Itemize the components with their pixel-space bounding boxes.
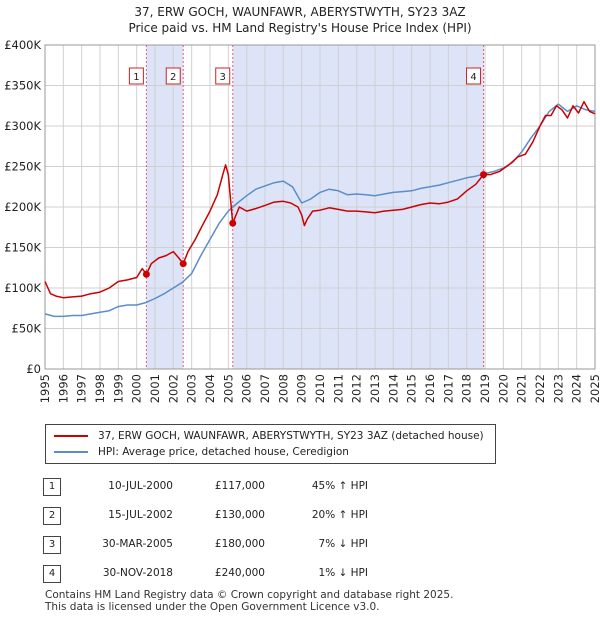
x-tick-label: 1998 xyxy=(93,374,107,403)
sale-marker-box xyxy=(466,67,482,85)
sale-point xyxy=(229,219,237,227)
y-tick-label: £350K xyxy=(4,79,41,93)
x-tick-label: 1996 xyxy=(56,374,70,403)
x-tick-label: 2021 xyxy=(515,374,529,403)
sale-price: £180,000 xyxy=(214,538,265,550)
legend-label-hpi: HPI: Average price, detached house, Cere… xyxy=(98,446,349,458)
x-tick-label: 2004 xyxy=(203,374,217,403)
sale-hpi-diff: 20% ↑ HPI xyxy=(311,509,368,521)
sale-hpi-diff: 45% ↑ HPI xyxy=(311,480,368,492)
sale-hpi-diff: 1% ↓ HPI xyxy=(318,567,368,579)
x-tick-label: 2001 xyxy=(148,374,162,403)
sale-marker-label: 4 xyxy=(470,72,476,83)
y-tick-label: £400K xyxy=(4,38,41,52)
y-tick-label: £0 xyxy=(26,362,41,376)
x-tick-label: 2020 xyxy=(496,374,510,403)
x-tick-label: 2017 xyxy=(441,374,455,403)
sale-marker-label: 1 xyxy=(133,72,139,83)
x-tick-label: 2016 xyxy=(423,374,437,403)
x-tick-label: 2002 xyxy=(166,374,180,403)
x-tick-label: 2000 xyxy=(130,374,144,403)
sale-date: 30-NOV-2018 xyxy=(102,567,173,579)
legend-swatch-property xyxy=(54,435,88,437)
sale-price: £130,000 xyxy=(214,509,265,521)
legend-item-property: 37, ERW GOCH, WAUNFAWR, ABERYSTWYTH, SY2… xyxy=(54,428,484,444)
x-tick-label: 2019 xyxy=(478,374,492,403)
sale-marker-box xyxy=(165,67,181,85)
sale-number: 4 xyxy=(43,565,61,583)
x-tick-label: 2013 xyxy=(368,374,382,403)
plot-border xyxy=(44,44,596,370)
y-tick-label: £300K xyxy=(4,119,41,133)
x-tick-label: 2003 xyxy=(185,374,199,403)
footer: Contains HM Land Registry data © Crown c… xyxy=(45,589,453,613)
x-tick-label: 1997 xyxy=(75,374,89,403)
footer-line-2: This data is licensed under the Open Gov… xyxy=(45,601,380,613)
x-tick-label: 2014 xyxy=(386,374,400,403)
legend-label-property: 37, ERW GOCH, WAUNFAWR, ABERYSTWYTH, SY2… xyxy=(98,430,484,442)
x-tick-label: 1995 xyxy=(38,374,52,403)
x-tick-label: 2015 xyxy=(405,374,419,403)
y-tick-label: £50K xyxy=(12,322,42,336)
sale-marker-label: 2 xyxy=(170,72,176,83)
legend-swatch-hpi xyxy=(54,451,88,453)
footer-line-1: Contains HM Land Registry data © Crown c… xyxy=(45,589,454,601)
x-tick-label: 2007 xyxy=(258,374,272,403)
sale-marker-box xyxy=(128,67,144,85)
price-chart: £0 £50K £100K £150K £200K £250K £300K £350K £400… xyxy=(4,38,600,403)
sale-number: 3 xyxy=(43,536,61,554)
x-tick-label: 2011 xyxy=(331,374,345,403)
x-tick-label: 2018 xyxy=(460,374,474,403)
sale-hpi-diff: 7% ↓ HPI xyxy=(318,538,368,550)
sale-price: £117,000 xyxy=(214,480,265,492)
chart-subtitle: Price paid vs. HM Land Registry's House … xyxy=(128,21,472,35)
x-tick-label: 2024 xyxy=(570,374,584,403)
x-tick-label: 2009 xyxy=(295,374,309,403)
sale-point xyxy=(480,171,488,179)
sale-price: £240,000 xyxy=(214,567,265,579)
y-tick-label: £150K xyxy=(4,241,41,255)
legend: 37, ERW GOCH, WAUNFAWR, ABERYSTWYTH, SY2… xyxy=(45,424,496,464)
x-tick-label: 2010 xyxy=(313,374,327,403)
sale-date: 30-MAR-2005 xyxy=(102,538,173,550)
sale-marker-label: 3 xyxy=(220,72,226,83)
x-tick-label: 2025 xyxy=(588,374,600,403)
sale-number: 2 xyxy=(43,507,61,525)
sale-date: 15-JUL-2002 xyxy=(108,509,173,521)
x-tick-label: 2012 xyxy=(350,374,364,403)
x-tick-label: 2023 xyxy=(551,374,565,403)
sale-number: 1 xyxy=(43,478,61,496)
x-tick-label: 2022 xyxy=(533,374,547,403)
sale-point xyxy=(179,260,187,268)
y-tick-label: £200K xyxy=(4,200,41,214)
x-tick-label: 2006 xyxy=(240,374,254,403)
x-tick-label: 1999 xyxy=(111,374,125,403)
sale-point xyxy=(142,270,150,278)
sale-marker-box xyxy=(215,67,231,85)
y-tick-label: £250K xyxy=(4,160,41,174)
sale-date: 10-JUL-2000 xyxy=(108,480,173,492)
x-tick-label: 2005 xyxy=(221,374,235,403)
legend-item-hpi: HPI: Average price, detached house, Cere… xyxy=(54,444,349,460)
y-tick-label: £100K xyxy=(4,281,41,295)
x-tick-label: 2008 xyxy=(276,374,290,403)
chart-title: 37, ERW GOCH, WAUNFAWR, ABERYSTWYTH, SY2… xyxy=(134,5,466,19)
